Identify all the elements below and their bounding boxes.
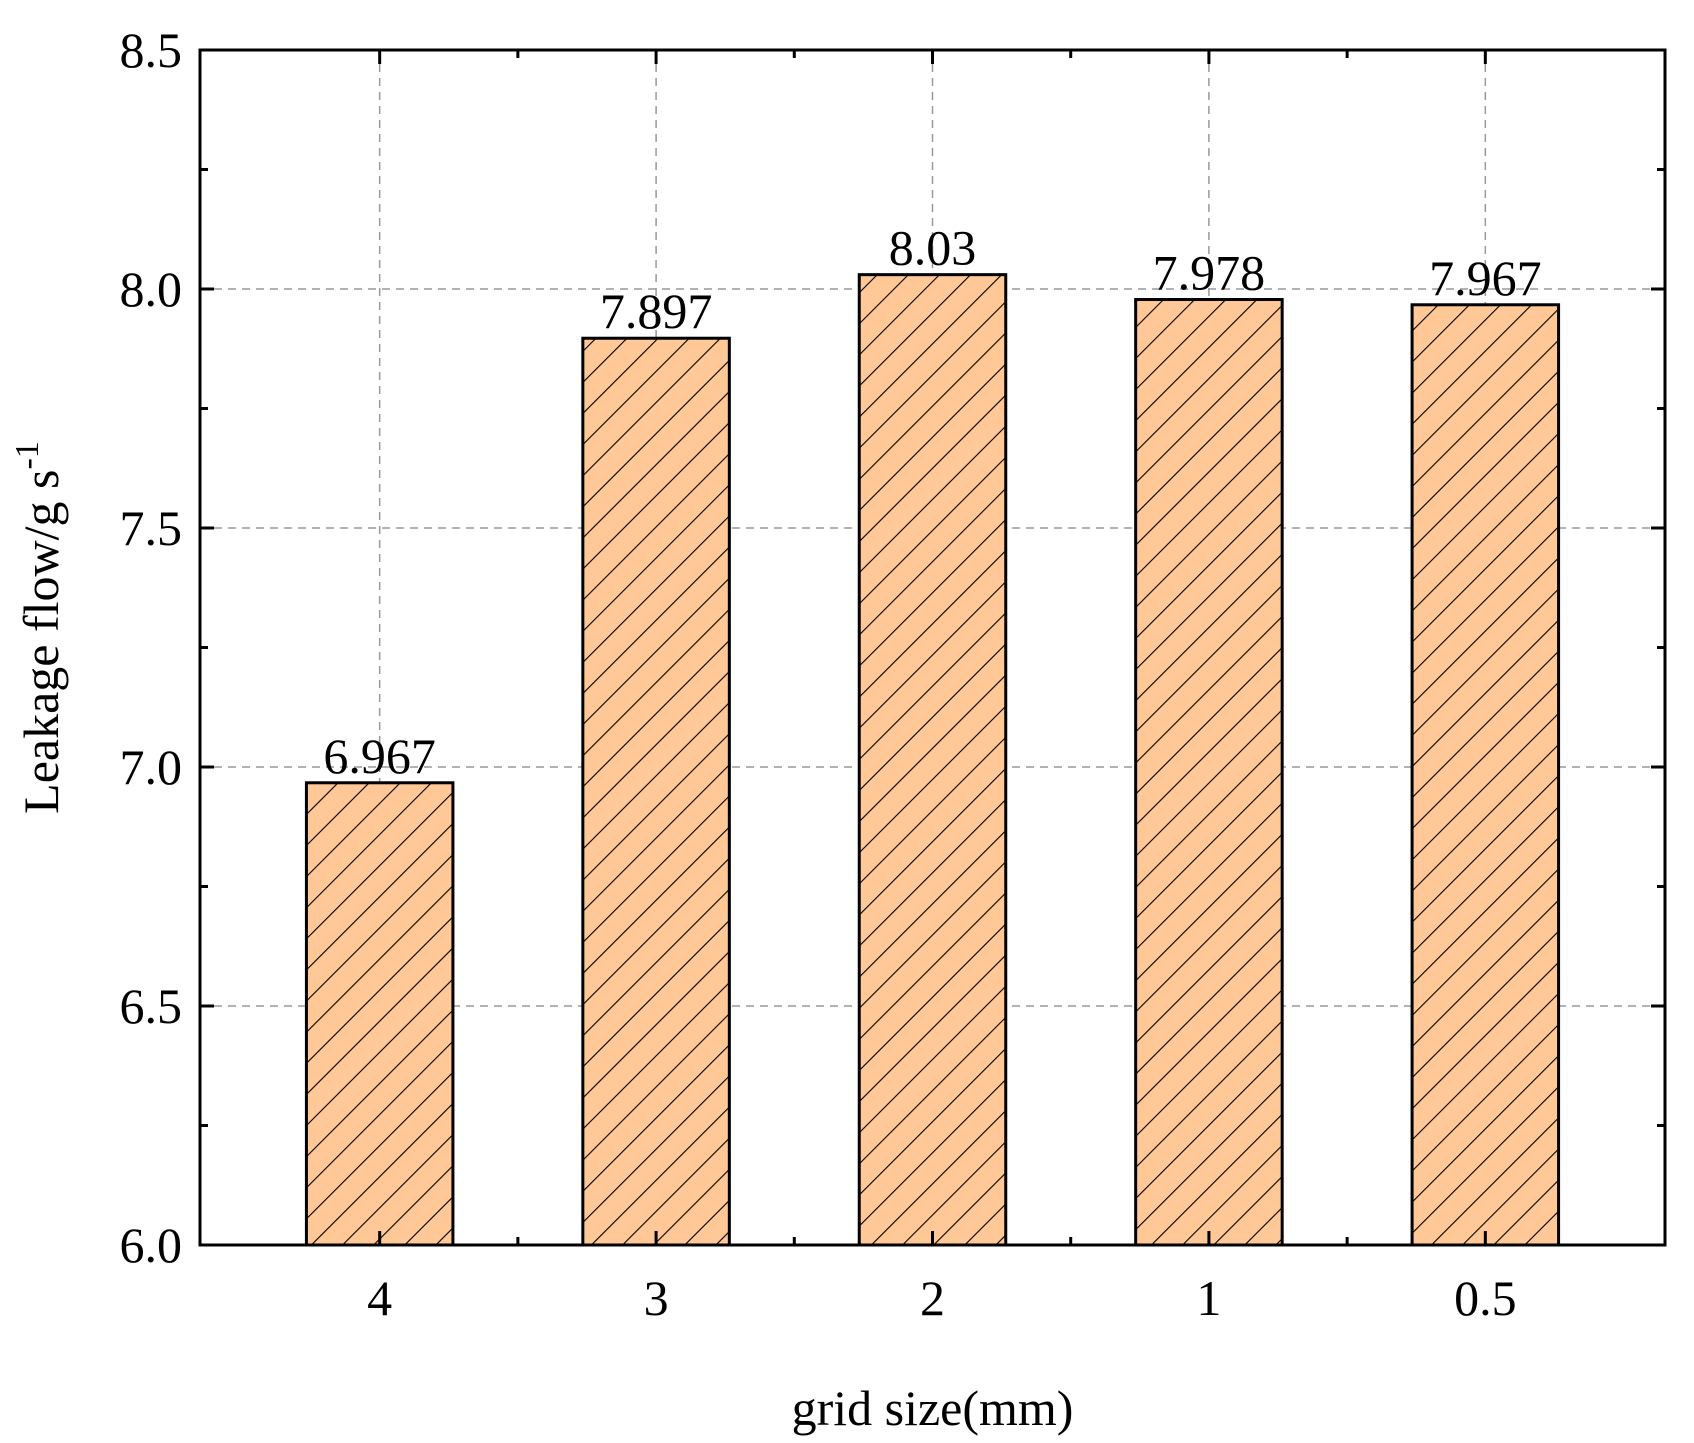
- y-tick-label: 7.0: [120, 739, 183, 795]
- bar: [1410, 303, 1561, 1247]
- x-tick-label: 4: [367, 1270, 392, 1326]
- y-axis-title-superscript: -1: [9, 441, 46, 469]
- y-tick-labels: 6.0 6.5 7.0 7.5 8.0 8.5: [120, 22, 183, 1273]
- bar: [857, 273, 1008, 1247]
- bar-hatch: [1410, 303, 1561, 1247]
- y-axis-title: Leakage flow/g s-1: [9, 441, 69, 814]
- data-label: 7.978: [1153, 245, 1266, 301]
- bar: [581, 336, 731, 1247]
- bars: [304, 273, 1561, 1247]
- x-tick-label: 1: [1196, 1270, 1221, 1326]
- data-label: 8.03: [889, 220, 977, 276]
- data-label: 7.967: [1429, 250, 1542, 306]
- y-tick-label: 6.0: [120, 1217, 183, 1273]
- axis-ticks: [200, 48, 1665, 1247]
- bar-hatch: [304, 781, 455, 1247]
- x-tick-labels: 4 3 2 1 0.5: [367, 1270, 1516, 1326]
- data-label: 6.967: [323, 728, 436, 784]
- data-label: 7.897: [600, 283, 713, 339]
- x-tick-label: 3: [644, 1270, 669, 1326]
- bar-hatch: [857, 273, 1008, 1247]
- bar-hatch: [581, 336, 731, 1247]
- bar: [304, 781, 455, 1247]
- x-axis-title: grid size(mm): [792, 1380, 1074, 1436]
- y-tick-label: 8.0: [120, 261, 183, 317]
- y-tick-label: 6.5: [120, 978, 183, 1034]
- data-labels: 6.967 7.897 8.03 7.978 7.967: [323, 220, 1541, 784]
- x-tick-label: 2: [920, 1270, 945, 1326]
- y-axis-title-main: Leakage flow/g s: [13, 470, 69, 814]
- y-tick-label: 7.5: [120, 500, 183, 556]
- x-tick-label: 0.5: [1454, 1270, 1517, 1326]
- bar-hatch: [1134, 298, 1284, 1247]
- y-tick-label: 8.5: [120, 22, 183, 78]
- bar: [1134, 298, 1284, 1247]
